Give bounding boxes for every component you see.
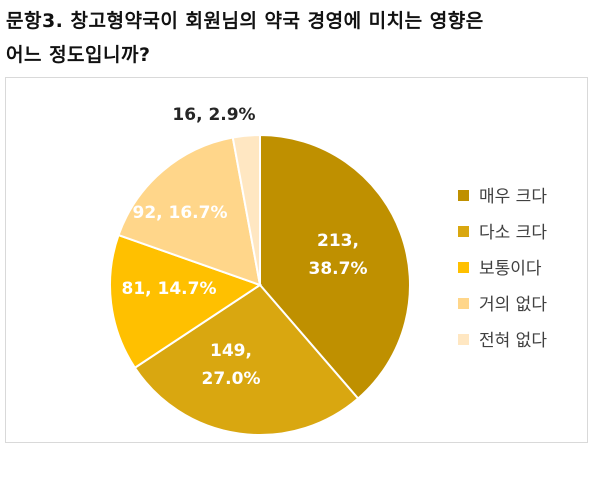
pie-data-label-2: 149, 27.0% [202,341,261,389]
pie-data-labels: 213, 38.7% 149, 27.0% 81, 14.7% 92, 16.7% 16, … [121,105,367,389]
question-title: 문항3. 창고형약국이 회원님의 약국 경영에 미치는 영향은 어느 정도입니까… [6,4,594,72]
pie-slice-2 [133,283,360,436]
pie-slice-1 [259,133,411,400]
legend-swatch [458,334,469,345]
legend-label: 다소 크다 [479,223,547,243]
pie-data-label-5: 16, 2.9% [172,105,255,125]
legend-label: 전혀 없다 [479,331,547,351]
legend-item-5: 전혀 없다 [458,331,547,351]
legend-item-1: 매우 크다 [458,187,547,207]
legend-label: 보통이다 [479,259,542,279]
pie-slices [109,133,411,436]
legend-label: 매우 크다 [479,187,547,207]
pie-data-label-3: 81, 14.7% [121,279,216,299]
legend-item-4: 거의 없다 [458,295,547,315]
legend-swatch [458,226,469,237]
question-line-1: 문항3. 창고형약국이 회원님의 약국 경영에 미치는 영향은 [6,10,484,32]
legend-item-2: 다소 크다 [458,223,547,243]
legend-swatch [458,262,469,273]
legend-label: 거의 없다 [479,295,547,315]
question-line-2: 어느 정도입니까? [6,44,151,66]
legend-swatch [458,298,469,309]
pie-slice-3 [109,233,263,370]
pie-data-label-1: 213, 38.7% [309,231,368,279]
legend-item-3: 보통이다 [458,259,542,279]
legend-swatch [458,190,469,201]
pie-slice-4 [117,136,262,287]
pie-slice-5 [231,133,261,286]
pie-data-label-4: 92, 16.7% [132,203,227,223]
